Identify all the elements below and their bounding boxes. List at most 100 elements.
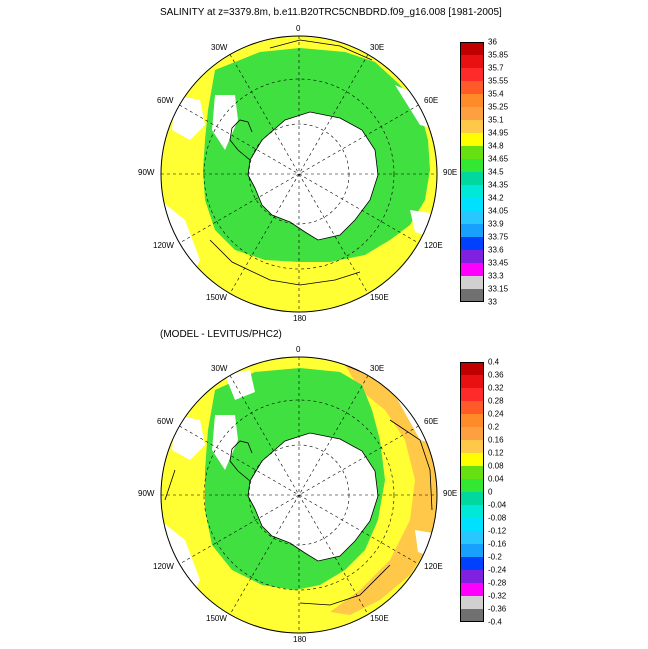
- bottom-colorbar-label: -0.08: [488, 513, 507, 523]
- bottom-lon-label-150e: 150E: [370, 614, 389, 623]
- top-colorbar-label: 35.85: [488, 50, 509, 60]
- top-colorbar-label: 34.05: [488, 206, 509, 216]
- top-colorbar-label: 34.95: [488, 128, 509, 138]
- top-map-peninsula: [229, 119, 253, 161]
- top-colorbar-label: 33.45: [488, 258, 509, 268]
- bottom-lon-label-180: 180: [293, 635, 307, 644]
- bottom-colorbar-swatch: [460, 414, 484, 427]
- bottom-colorbar-label: 0.32: [488, 383, 504, 393]
- bottom-colorbar-swatch: [460, 609, 484, 622]
- bottom-colorbar-swatch: [460, 388, 484, 401]
- bottom-colorbar-swatch: [460, 505, 484, 518]
- top-colorbar-label: 33.9: [488, 219, 504, 229]
- top-colorbar-label: 35.1: [488, 115, 504, 125]
- bottom-lon-label-30w: 30W: [211, 364, 228, 373]
- top-colorbar: [460, 42, 484, 302]
- bottom-colorbar-swatch: [460, 570, 484, 583]
- top-colorbar-swatch: [460, 198, 484, 211]
- top-colorbar-label: 35.25: [488, 102, 509, 112]
- top-colorbar-swatch: [460, 120, 484, 133]
- bottom-colorbar-label: 0.2: [488, 422, 500, 432]
- top-colorbar-label: 33: [488, 297, 497, 307]
- bottom-lon-label-30e: 30E: [370, 364, 385, 373]
- top-colorbar-label: 33.6: [488, 245, 504, 255]
- top-colorbar-swatch: [460, 211, 484, 224]
- bottom-map-land-gaps: [161, 370, 437, 620]
- top-colorbar-label: 34.2: [488, 193, 504, 203]
- bottom-colorbar-label: -0.36: [488, 604, 507, 614]
- bottom-colorbar-swatch: [460, 401, 484, 414]
- top-colorbar-label: 34.35: [488, 180, 509, 190]
- top-colorbar-swatch: [460, 237, 484, 250]
- bottom-colorbar-swatch: [460, 518, 484, 531]
- top-lon-label-120w: 120W: [153, 241, 174, 250]
- top-colorbar-swatch: [460, 68, 484, 81]
- bottom-lon-label-0: 0: [296, 345, 301, 354]
- top-lon-label-30w: 30W: [211, 43, 228, 52]
- top-colorbar-swatch: [460, 276, 484, 289]
- bottom-map-antarctica: [247, 432, 379, 562]
- top-lon-label-150w: 150W: [206, 293, 227, 302]
- bottom-colorbar-label: 0: [488, 487, 493, 497]
- top-map-grid: [161, 36, 437, 312]
- bottom-colorbar-label: -0.32: [488, 591, 507, 601]
- top-colorbar-swatch: [460, 55, 484, 68]
- top-colorbar-swatch: [460, 94, 484, 107]
- top-lon-label-90e: 90E: [443, 168, 458, 177]
- top-colorbar-label: 35.4: [488, 89, 504, 99]
- top-colorbar-label: 35.7: [488, 63, 504, 73]
- top-lon-label-90w: 90W: [138, 168, 155, 177]
- top-colorbar-swatch: [460, 133, 484, 146]
- bottom-colorbar-swatch: [460, 427, 484, 440]
- bottom-colorbar-swatch: [460, 492, 484, 505]
- top-colorbar-label: 35.55: [488, 76, 509, 86]
- bottom-colorbar-swatch: [460, 375, 484, 388]
- bottom-lon-label-120e: 120E: [424, 562, 443, 571]
- bottom-colorbar-label: -0.16: [488, 539, 507, 549]
- bottom-colorbar-label: 0.08: [488, 461, 504, 471]
- bottom-colorbar-swatch: [460, 453, 484, 466]
- bottom-colorbar-label: -0.04: [488, 500, 507, 510]
- top-colorbar-swatch: [460, 263, 484, 276]
- bottom-colorbar-swatch: [460, 583, 484, 596]
- bottom-colorbar-label: -0.28: [488, 578, 507, 588]
- bottom-colorbar-label: 0.4: [488, 357, 500, 367]
- bottom-colorbar-label: 0.36: [488, 370, 504, 380]
- bottom-lon-label-90e: 90E: [443, 489, 458, 498]
- top-lon-label-60w: 60W: [157, 96, 174, 105]
- top-colorbar-label: 34.8: [488, 141, 504, 151]
- top-colorbar-swatch: [460, 159, 484, 172]
- top-map-antarctica: [247, 111, 379, 241]
- top-map-title: SALINITY at z=3379.8m, b.e11.B20TRC5CNBD…: [160, 7, 502, 18]
- top-colorbar-swatch: [460, 224, 484, 237]
- bottom-colorbar-swatch: [460, 557, 484, 570]
- bottom-colorbar-label: 0.16: [488, 435, 504, 445]
- bottom-colorbar-swatch: [460, 479, 484, 492]
- bottom-map-title: (MODEL - LEVITUS/PHC2): [160, 329, 282, 340]
- bottom-map-peninsula: [229, 440, 253, 482]
- top-colorbar-label: 34.5: [488, 167, 504, 177]
- bottom-colorbar-label: -0.12: [488, 526, 507, 536]
- top-colorbar-swatch: [460, 172, 484, 185]
- top-colorbar-label: 34.65: [488, 154, 509, 164]
- top-colorbar-swatch: [460, 250, 484, 263]
- bottom-colorbar-label: 0.28: [488, 396, 504, 406]
- top-colorbar-swatch: [460, 185, 484, 198]
- bottom-lon-label-150w: 150W: [206, 614, 227, 623]
- bottom-lon-label-90w: 90W: [138, 489, 155, 498]
- bottom-colorbar-label: 0.12: [488, 448, 504, 458]
- bottom-colorbar: [460, 362, 484, 622]
- bottom-colorbar-swatch: [460, 362, 484, 375]
- top-colorbar-swatch: [460, 146, 484, 159]
- bottom-colorbar-swatch: [460, 596, 484, 609]
- bottom-colorbar-label: -0.24: [488, 565, 507, 575]
- top-colorbar-label: 36: [488, 37, 497, 47]
- bottom-colorbar-swatch: [460, 531, 484, 544]
- bottom-lon-label-60e: 60E: [424, 417, 439, 426]
- top-lon-label-120e: 120E: [424, 241, 443, 250]
- top-colorbar-label: 33.75: [488, 232, 509, 242]
- top-lon-label-150e: 150E: [370, 293, 389, 302]
- bottom-map-orange-east: [330, 365, 437, 615]
- bottom-colorbar-swatch: [460, 466, 484, 479]
